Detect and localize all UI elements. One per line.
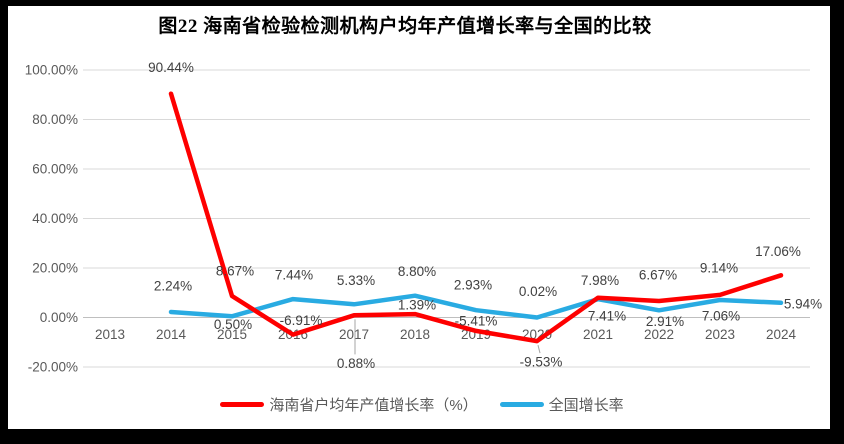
data-label: 9.14% xyxy=(700,260,738,275)
legend-item-hainan: 海南省户均年产值增长率（%） xyxy=(220,394,478,415)
x-tick-label: 2024 xyxy=(766,327,797,342)
chart-title: 图22 海南省检验检测机构户均年产值增长率与全国的比较 xyxy=(158,16,652,37)
x-tick-label: 2015 xyxy=(217,327,247,342)
hainan-line-swatch-icon xyxy=(220,402,265,407)
data-label: 5.94% xyxy=(784,296,822,311)
y-tick-label: 100.00% xyxy=(25,63,78,78)
data-label: 2.24% xyxy=(154,278,192,293)
x-tick-label: 2018 xyxy=(400,327,430,342)
data-label: 0.50% xyxy=(214,317,252,332)
data-label: 7.98% xyxy=(581,273,619,288)
data-label: 1.39% xyxy=(398,298,436,313)
y-tick-label: 20.00% xyxy=(32,261,78,276)
x-tick-label: 2014 xyxy=(156,327,187,342)
series-line-national xyxy=(168,293,784,320)
data-label: -6.91% xyxy=(280,313,323,328)
legend-label-national: 全国增长率 xyxy=(548,397,624,414)
data-label: 6.67% xyxy=(639,267,677,282)
data-label: 90.44% xyxy=(148,60,194,75)
data-label: 2.91% xyxy=(646,314,684,329)
y-tick-label: 40.00% xyxy=(32,211,78,226)
legend-item-national: 全国增长率 xyxy=(499,394,624,415)
data-label: 0.02% xyxy=(519,284,557,299)
legend-label-hainan: 海南省户均年产值增长率（%） xyxy=(269,397,478,414)
y-tick-label: -20.00% xyxy=(28,360,78,375)
series-line-hainan xyxy=(168,91,784,344)
chart-paper xyxy=(8,6,830,429)
x-tick-label: 2021 xyxy=(583,327,613,342)
data-label: 5.33% xyxy=(337,273,375,288)
data-label: 7.44% xyxy=(275,268,313,283)
data-label: 8.80% xyxy=(398,264,436,279)
legend: 海南省户均年产值增长率（%） 全国增长率 xyxy=(0,394,844,415)
data-label-leader-line xyxy=(537,344,541,354)
data-label: -5.41% xyxy=(455,313,498,328)
x-tick-label: 2017 xyxy=(339,327,369,342)
x-tick-label: 2022 xyxy=(644,327,674,342)
data-label: 7.41% xyxy=(588,309,626,324)
x-tick-label: 2023 xyxy=(705,327,735,342)
data-label: 17.06% xyxy=(755,244,801,259)
data-label: -9.53% xyxy=(520,355,563,370)
data-label: 0.88% xyxy=(337,356,375,371)
y-tick-label: 60.00% xyxy=(32,162,78,177)
data-label: 2.93% xyxy=(454,278,492,293)
y-tick-label: 0.00% xyxy=(40,310,78,325)
y-tick-label: 80.00% xyxy=(32,112,78,127)
x-tick-label: 2013 xyxy=(95,327,125,342)
national-line-swatch-icon xyxy=(499,402,544,407)
data-label: 7.06% xyxy=(702,309,740,324)
data-label: 8.67% xyxy=(216,264,254,279)
